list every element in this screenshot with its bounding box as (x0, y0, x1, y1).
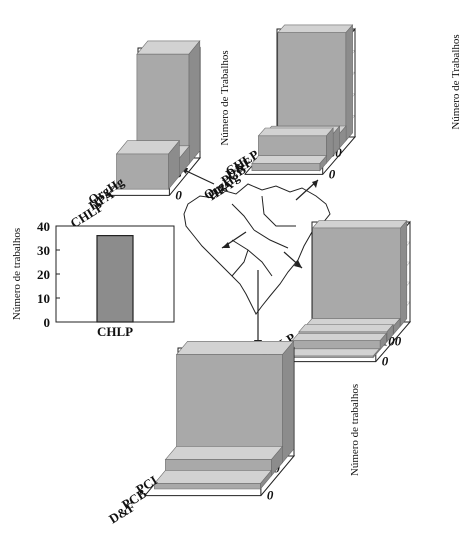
y-axis-label: Número de trabalhos (349, 384, 361, 476)
bar-side-OrgHg (188, 40, 201, 166)
bar-D&F (154, 483, 261, 490)
chart-panel-flat: 0 10 20 30 40 CHLP Número de trabalhos (11, 219, 175, 339)
category-label: CHLP (97, 324, 133, 339)
bar-top-PCB (298, 324, 394, 333)
arrowhead-southeast (294, 260, 302, 268)
y-axis-label: Número de trabalhos (11, 228, 23, 320)
y-axis-label: Número de Trabalhos (219, 50, 231, 145)
bar-side-CHLP (400, 219, 408, 327)
map-region-borders (231, 195, 296, 277)
bar-top-HPA (251, 155, 328, 164)
bar-top-OrgHg (257, 127, 334, 137)
arrowhead-centerwest (222, 242, 230, 248)
arrowhead-northeast (312, 180, 318, 188)
bar-side-PCI (282, 340, 294, 464)
bar-OrgHg (284, 355, 374, 358)
map-outline (183, 183, 331, 315)
y-axis-label: Número de Trabalhos (450, 34, 462, 129)
bar-top-CHLP (311, 220, 408, 229)
bar-CHLP (96, 235, 134, 323)
bar-side-CHLP (345, 24, 353, 142)
y-tick-label: 10 (37, 291, 50, 306)
bar-CHLP (277, 32, 347, 141)
y-tick-label: 20 (37, 267, 50, 282)
bar-top-PCI (175, 340, 295, 355)
chart-panel-1: 0510152025Número de TrabalhosOrgHgHPACHL… (68, 40, 231, 231)
y-tick-label: 30 (37, 243, 50, 258)
bar-CHLP (312, 227, 401, 327)
bar-top-HPA (291, 333, 387, 342)
bar-top-PCB (164, 445, 284, 460)
y-tick-label: 0 (382, 354, 389, 369)
y-tick-label: 40 (37, 219, 50, 234)
bar-HPA (291, 340, 381, 351)
bar-top-CHLP (277, 24, 354, 34)
bar-CHLP (116, 153, 169, 190)
y-tick-label: 0 (329, 166, 336, 181)
brazil-map (183, 183, 331, 315)
y-tick-label: 0 (44, 315, 51, 330)
bar-HPA (251, 163, 321, 171)
bar-top-OrgHg (284, 348, 381, 357)
y-tick-label: 0 (267, 488, 274, 503)
chart-panel-2: 0306090120150Número de TrabalhosCHLPD&FP… (201, 24, 462, 203)
bar-top-D&F (153, 469, 273, 484)
y-tick-label: 0 (175, 187, 182, 202)
